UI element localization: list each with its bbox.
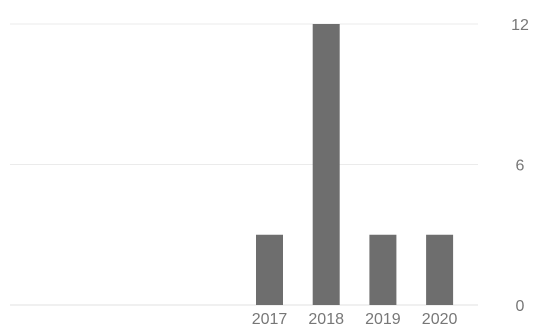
x-tick-label: 2020 [422,311,458,326]
y-tick-label: 12 [511,17,529,34]
x-tick-label: 2017 [252,311,288,326]
y-axis-labels: 0 6 12 [511,17,529,315]
bar-2018 [312,24,340,305]
gridlines [10,23,478,306]
x-axis-labels: 2017 2018 2019 2020 [252,311,458,326]
x-tick-label: 2018 [308,311,344,326]
bar-2017 [256,234,283,305]
y-tick-label: 0 [516,298,525,315]
bar-2019 [369,234,397,305]
bars [256,24,454,305]
y-tick-label: 6 [516,158,525,175]
x-tick-label: 2019 [365,311,401,326]
bar-2020 [426,234,454,305]
